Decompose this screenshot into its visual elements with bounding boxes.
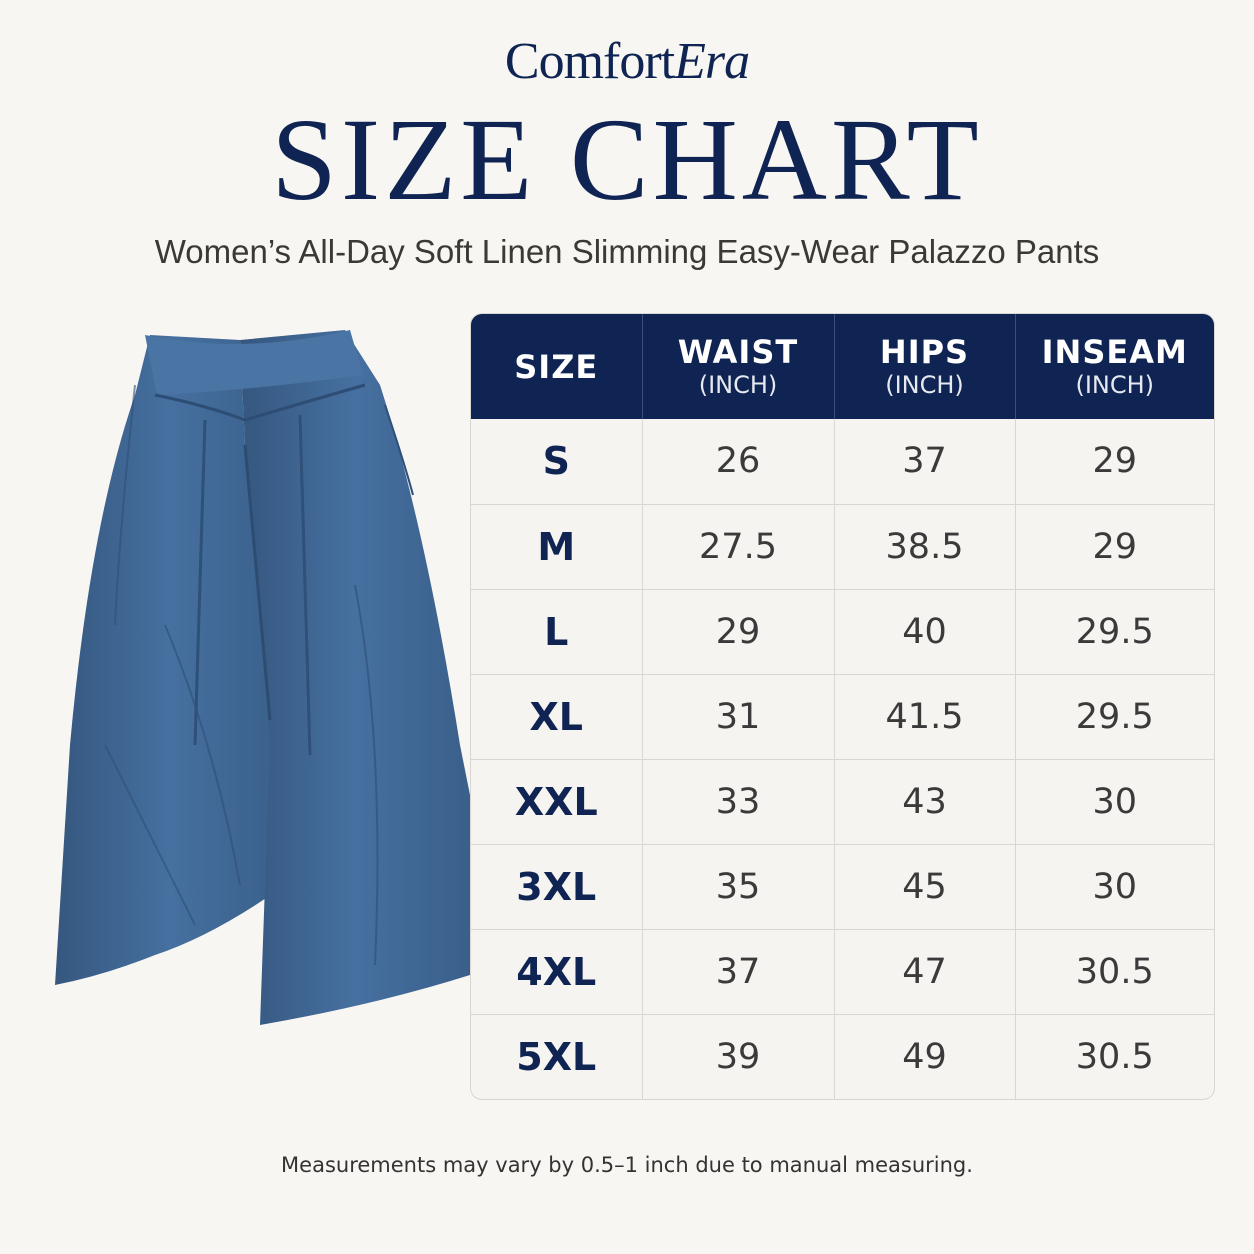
hips-cell: 49 xyxy=(834,1013,1016,1099)
hips-cell: 47 xyxy=(834,928,1016,1014)
table-row: XL 31 41.5 29.5 xyxy=(471,673,1214,759)
waist-cell: 33 xyxy=(642,758,835,844)
size-cell: XL xyxy=(471,673,643,759)
size-chart-table: SIZE WAIST (INCH) HIPS (INCH) INSEAM (IN… xyxy=(470,313,1215,1100)
inseam-cell: 30 xyxy=(1015,843,1214,929)
inseam-cell: 30.5 xyxy=(1015,928,1214,1014)
header-inseam: INSEAM (INCH) xyxy=(1015,314,1214,419)
waist-cell: 35 xyxy=(642,843,835,929)
header-waist-label: WAIST xyxy=(677,332,799,371)
waist-cell: 27.5 xyxy=(642,503,835,589)
hips-cell: 43 xyxy=(834,758,1016,844)
inseam-cell: 29 xyxy=(1092,441,1138,482)
table-row: XXL 33 43 30 xyxy=(471,758,1214,844)
inseam-cell: 29.5 xyxy=(1015,588,1214,674)
size-cell: 4XL xyxy=(471,928,643,1014)
size-cell: XXL xyxy=(471,758,643,844)
waist-cell: 31 xyxy=(642,673,835,759)
table-row: 3XL 35 45 30 xyxy=(471,843,1214,929)
brand-logo-part2: Era xyxy=(674,33,750,90)
inseam-cell: 30 xyxy=(1015,758,1214,844)
header-inseam-label: INSEAM xyxy=(1041,332,1188,371)
size-cell: S xyxy=(471,419,643,504)
table-row: 4XL 37 47 30.5 xyxy=(471,928,1214,1014)
measurement-note: Measurements may vary by 0.5–1 inch due … xyxy=(281,1153,973,1177)
waist-cell: 26 xyxy=(642,419,835,504)
brand-logo: ComfortEra xyxy=(0,34,1254,90)
table-row: M 27.5 38.5 29 xyxy=(471,503,1214,589)
header-waist: WAIST (INCH) xyxy=(642,314,835,419)
hips-cell: 41.5 xyxy=(834,673,1016,759)
inseam-cell: 29 xyxy=(1015,503,1214,589)
header-hips-unit: (INCH) xyxy=(885,370,964,399)
table-row: L 29 40 29.5 xyxy=(471,588,1214,674)
header-size: SIZE xyxy=(471,314,643,419)
table-row: 5XL 39 49 30.5 xyxy=(471,1013,1214,1099)
hips-cell: 45 xyxy=(834,843,1016,929)
header-hips-label: HIPS xyxy=(879,332,970,371)
table-row: S 26 37 29 xyxy=(471,419,1214,504)
inseam-cell: 29.5 xyxy=(1015,673,1214,759)
size-cell: M xyxy=(471,503,643,589)
size-cell: 5XL xyxy=(471,1013,643,1099)
hips-cell: 38.5 xyxy=(834,503,1016,589)
header-size-label: SIZE xyxy=(514,347,599,386)
table-header-row: SIZE WAIST (INCH) HIPS (INCH) INSEAM (IN… xyxy=(471,314,1214,419)
waist-cell: 29 xyxy=(642,588,835,674)
waist-cell: 39 xyxy=(642,1013,835,1099)
size-cell: 3XL xyxy=(471,843,643,929)
palazzo-pants-image xyxy=(55,330,470,1025)
inseam-cell: 30.5 xyxy=(1015,1013,1214,1099)
header-hips: HIPS (INCH) xyxy=(834,314,1016,419)
brand-logo-part1: Comfort xyxy=(504,33,675,90)
header-waist-unit: (INCH) xyxy=(698,370,778,399)
size-cell: L xyxy=(471,588,643,674)
hips-cell: 40 xyxy=(834,588,1016,674)
product-subtitle: Women’s All-Day Soft Linen Slimming Easy… xyxy=(154,233,1100,270)
page-title: SIZE CHART xyxy=(271,94,983,225)
hips-cell: 37 xyxy=(834,419,1016,504)
header-inseam-unit: (INCH) xyxy=(1075,370,1155,399)
waist-cell: 37 xyxy=(642,928,835,1014)
